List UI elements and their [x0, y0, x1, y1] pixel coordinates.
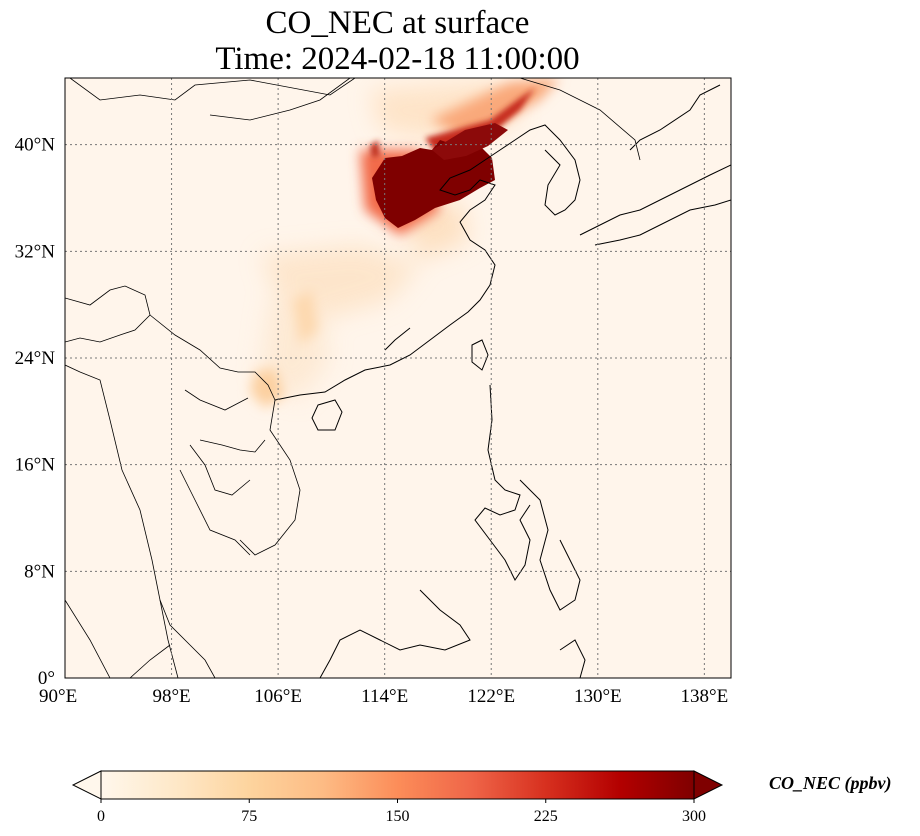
x-tick-label: 90°E	[39, 686, 77, 707]
x-tick-label: 98°E	[152, 686, 190, 707]
co-concentration-field	[250, 78, 560, 408]
map-time-subtitle: Time: 2024-02-18 11:00:00	[215, 41, 580, 77]
colorbar-tick-labels: 0 75 150 225 300	[97, 799, 706, 825]
coastline-china	[274, 84, 731, 678]
colorbar-tick-label: 300	[682, 808, 706, 825]
x-tick-label: 138°E	[681, 686, 729, 707]
colorbar: 0 75 150 225 300 CO_NEC (ppbv)	[71, 770, 892, 825]
y-tick-label: 32°N	[15, 241, 56, 262]
map-title: CO_NEC at surface	[265, 5, 530, 41]
y-tick-label: 0°	[38, 668, 55, 689]
x-tick-label: 106°E	[254, 686, 302, 707]
x-tick-label: 122°E	[467, 686, 515, 707]
map-plot-area	[65, 78, 731, 678]
colorbar-label: CO_NEC (ppbv)	[769, 773, 892, 794]
x-tick-label: 130°E	[574, 686, 622, 707]
map-frame	[64, 77, 732, 679]
colorbar-extend-max	[693, 770, 724, 800]
colorbar-tick-label: 75	[241, 808, 257, 825]
colorbar-tick-label: 0	[97, 808, 105, 825]
y-tick-label: 40°N	[15, 135, 56, 156]
colorbar-tick-label: 225	[534, 808, 558, 825]
colorbar-tick-label: 150	[386, 808, 410, 825]
latitude-tick-labels: 0° 8°N 16°N 24°N 32°N 40°N	[15, 135, 56, 689]
colorbar-gradient	[100, 770, 695, 800]
y-tick-label: 16°N	[15, 455, 56, 476]
longitude-tick-labels: 90°E 98°E 106°E 114°E 122°E 130°E 138°E	[39, 686, 728, 707]
colorbar-extend-min	[71, 770, 102, 800]
gridlines	[65, 78, 731, 678]
y-tick-label: 24°N	[15, 348, 56, 369]
y-tick-label: 8°N	[24, 561, 55, 582]
x-tick-label: 114°E	[361, 686, 408, 707]
